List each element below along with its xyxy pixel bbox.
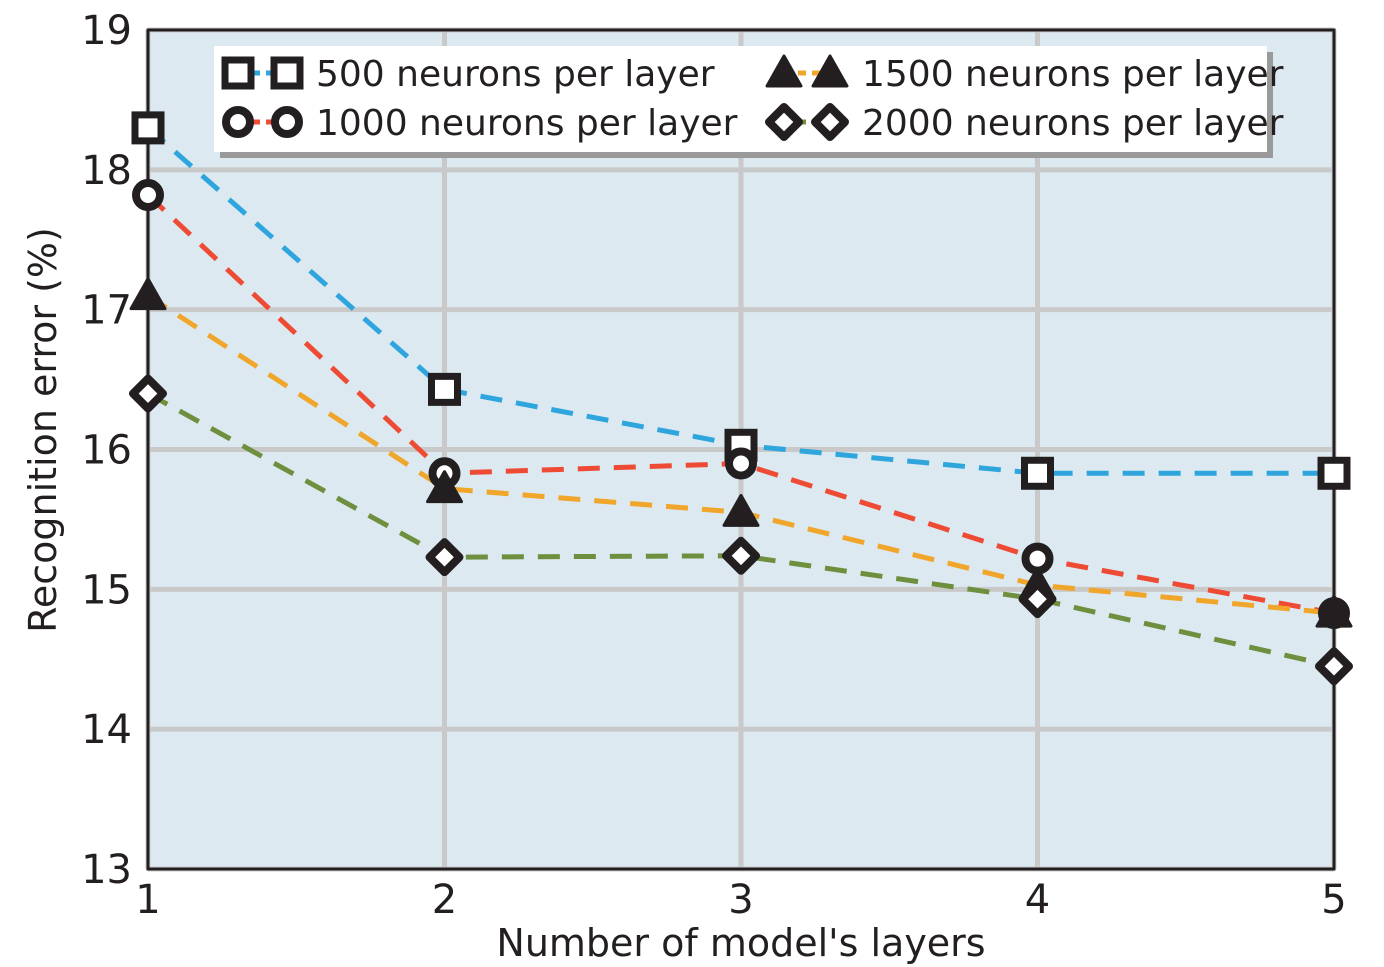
data-point-series-4 — [129, 374, 167, 413]
x-tick-label: 1 — [135, 877, 160, 923]
legend-marker — [765, 103, 803, 141]
series-line-4 — [146, 391, 1335, 669]
data-point-series-1 — [1021, 456, 1054, 490]
legend-marker — [811, 54, 849, 88]
data-point-series-2 — [725, 447, 757, 480]
y-tick-label: 13 — [81, 847, 132, 893]
x-tick-label: 4 — [1025, 877, 1050, 923]
legend-item-1: 500 neurons per layer — [221, 54, 715, 95]
data-point-series-3 — [1315, 594, 1353, 628]
data-point-series-3 — [129, 277, 167, 311]
legend-marker — [811, 103, 849, 141]
data-point-series-3 — [426, 470, 463, 504]
legend-label: 2000 neurons per layer — [862, 103, 1284, 144]
data-point-series-3 — [722, 493, 760, 527]
legend-label: 1500 neurons per layer — [862, 54, 1284, 95]
legend-label: 500 neurons per layer — [316, 54, 715, 95]
x-tick-label: 3 — [728, 877, 753, 923]
legend-box — [214, 46, 1267, 152]
data-point-series-4 — [722, 536, 760, 575]
series-markers — [129, 111, 1353, 686]
y-axis-label: Recognition error (%) — [21, 227, 65, 633]
y-tick-label: 14 — [81, 707, 132, 753]
data-point-series-4 — [1315, 647, 1353, 686]
data-point-series-1 — [428, 372, 461, 406]
x-tick-labels: 1 2 3 4 5 — [135, 877, 1346, 923]
legend-marker — [221, 56, 255, 90]
data-point-series-1 — [1317, 456, 1351, 490]
y-tick-label: 16 — [81, 428, 132, 474]
data-point-series-2 — [132, 179, 164, 212]
legend-item-3: 1500 neurons per layer — [765, 54, 1284, 95]
data-point-series-1 — [131, 111, 165, 145]
data-point-series-4 — [1018, 580, 1057, 619]
y-tick-label: 17 — [81, 288, 132, 334]
plot-frame — [146, 28, 1336, 871]
y-tick-label: 19 — [81, 8, 132, 54]
legend-item-4: 2000 neurons per layer — [765, 103, 1284, 144]
legend-marker — [271, 106, 303, 138]
x-axis-label: Number of model's layers — [496, 921, 985, 965]
legend: 500 neurons per layer 1000 neurons per la… — [214, 46, 1284, 158]
x-tick-label: 2 — [432, 877, 457, 923]
legend-marker — [222, 106, 254, 138]
y-tick-labels: 13 14 15 16 17 18 19 — [81, 8, 132, 893]
legend-label: 1000 neurons per layer — [316, 103, 738, 144]
legend-marker — [270, 56, 304, 90]
x-tick-label: 5 — [1321, 877, 1346, 923]
data-point-series-4 — [425, 538, 464, 577]
y-tick-label: 18 — [81, 148, 132, 194]
y-tick-label: 15 — [81, 567, 132, 613]
legend-item-2: 1000 neurons per layer — [222, 103, 738, 144]
legend-marker — [765, 54, 803, 88]
